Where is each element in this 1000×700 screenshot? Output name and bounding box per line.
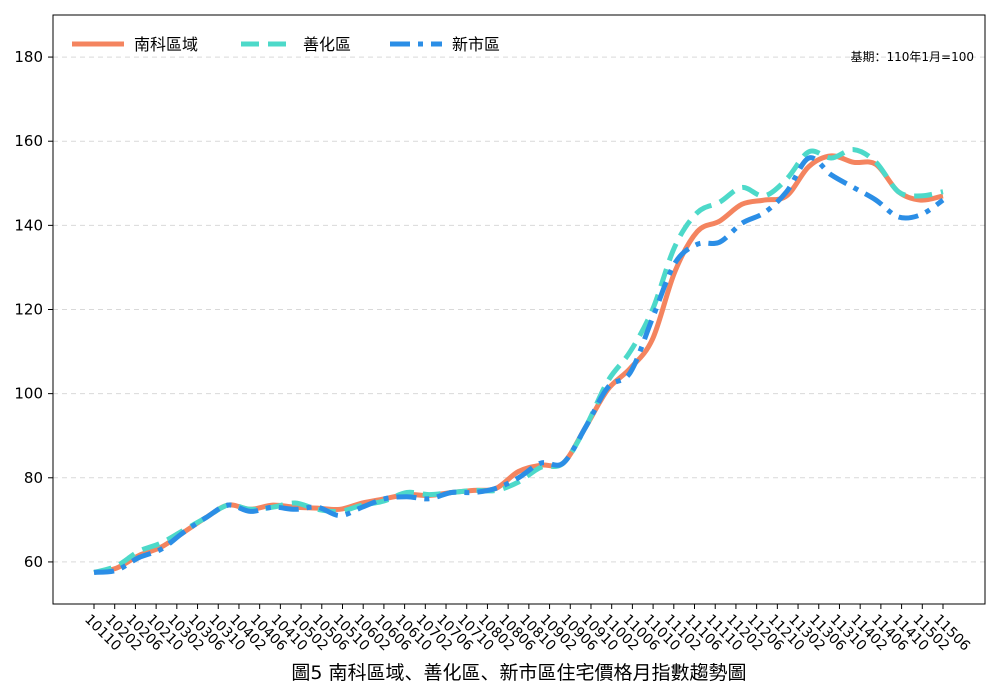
legend-label-xinshi-district: 新市區	[452, 35, 500, 54]
legend-label-nanke-region: 南科區域	[134, 35, 198, 54]
figure-caption: 圖5 南科區域、善化區、新市區住宅價格月指數趨勢圖	[291, 662, 746, 684]
y-tick-label: 120	[14, 301, 43, 319]
base-period-note: 基期：110年1月=100	[851, 50, 975, 64]
x-axis: 1011010202102061021010302103061031010402…	[81, 604, 973, 654]
series-lines	[93, 147, 945, 575]
series-line-shanhua-district	[93, 147, 944, 575]
y-tick-label: 80	[24, 469, 43, 487]
series-line-nanke-region	[93, 153, 944, 575]
y-tick-label: 140	[14, 216, 43, 234]
legend-label-shanhua-district: 善化區	[303, 35, 351, 54]
grid-lines	[53, 56, 985, 563]
y-axis: 60 80 100 120 140 160 180	[14, 48, 53, 571]
y-tick-label: 180	[14, 48, 43, 66]
y-tick-label: 60	[24, 553, 43, 571]
y-tick-label: 160	[14, 132, 43, 150]
series-line-xinshi-district	[93, 155, 945, 575]
y-tick-label: 100	[14, 385, 43, 403]
legend: 南科區域 善化區 新市區	[72, 35, 500, 54]
